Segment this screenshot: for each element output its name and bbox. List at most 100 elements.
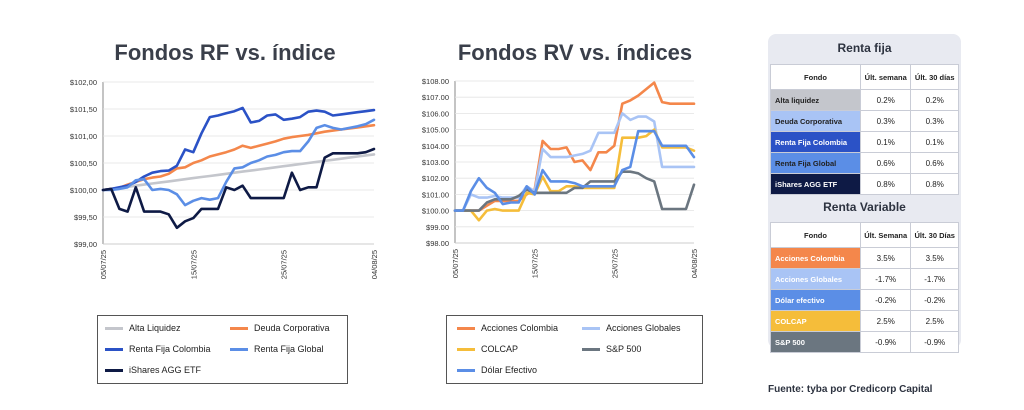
y-tick-label: $108.00 [422, 77, 449, 86]
legend-label: iShares AGG ETF [129, 365, 202, 375]
y-tick-label: $99,50 [74, 213, 97, 222]
month-return-cell: 0.6% [910, 152, 959, 174]
source-footer: Fuente: tyba por Credicorp Capital [768, 384, 933, 395]
chart-title-rf: Fondos RF vs. índice [114, 40, 336, 65]
legend-item: iShares AGG ETF [105, 364, 201, 376]
series-line-ishares-agg-etf [101, 147, 376, 230]
y-tick-label: $98.00 [426, 239, 449, 248]
y-tick-label: $99.00 [426, 223, 449, 232]
fund-name-cell: Deuda Corporativa [770, 110, 861, 132]
y-tick-label: $100.00 [422, 207, 449, 216]
week-return-cell: -0.2% [859, 289, 912, 311]
series-line-s-p-500 [453, 170, 696, 212]
y-tick-label: $101,50 [70, 105, 97, 114]
legend-swatch [230, 347, 248, 351]
y-tick-label: $103.00 [422, 158, 449, 167]
col-header: Fondo [770, 64, 861, 90]
table-row: Acciones Colombia 3.5% 3.5% [770, 247, 959, 269]
y-tick-label: $102.00 [422, 174, 449, 183]
legend-label: Alta Liquidez [129, 323, 181, 333]
month-return-cell: 0.3% [910, 110, 959, 132]
y-tick-label: $100,00 [70, 186, 97, 195]
series-line-d-lar-efectivo [453, 129, 696, 212]
legend-label: S&P 500 [606, 344, 642, 354]
col-header: Últ. Semana [859, 222, 912, 248]
week-return-cell: 0.8% [859, 173, 912, 195]
chart-rv: $98.00 $99.00 $100.00 $101.00 $102.00 $103.00… [422, 77, 699, 278]
table-row: COLCAP 2.5% 2.5% [770, 310, 959, 332]
legend-item: Dólar Efectivo [457, 364, 537, 376]
y-tick-label: $104.00 [422, 142, 449, 151]
legend-label: Acciones Colombia [481, 323, 559, 333]
y-tick-label: $101,00 [70, 132, 97, 141]
y-tick-label: $105.00 [422, 126, 449, 135]
legend-label: Dólar Efectivo [481, 365, 538, 375]
y-tick-label: $102,00 [70, 78, 97, 87]
week-return-cell: 0.1% [859, 131, 912, 153]
legend-swatch [457, 347, 475, 351]
y-tick-label: $106.00 [422, 109, 449, 118]
series-line-renta-fija-colombia [101, 106, 376, 192]
x-tick-label: 15/07/25 [531, 249, 540, 278]
legend-item: Alta Liquidez [105, 322, 181, 334]
legend-item: Acciones Globales [582, 322, 681, 334]
y-tick-label: $107.00 [422, 93, 449, 102]
month-return-cell: -1.7% [910, 268, 959, 290]
table-row: Deuda Corporativa 0.3% 0.3% [770, 110, 959, 132]
x-tick-label: 05/07/25 [451, 249, 460, 278]
fund-name-cell: Acciones Globales [770, 268, 861, 290]
legend-swatch [105, 326, 123, 330]
legend-item: COLCAP [457, 343, 518, 355]
col-header: Últ. 30 Días [910, 222, 959, 248]
month-return-cell: 0.1% [910, 131, 959, 153]
legend-label: Acciones Globales [606, 323, 681, 333]
legend-label: Deuda Corporativa [254, 323, 330, 333]
table-row: S&P 500 -0.9% -0.9% [770, 331, 959, 353]
fund-name-cell: Alta liquidez [770, 89, 861, 111]
fund-name-cell: Dólar efectivo [770, 289, 861, 311]
month-return-cell: -0.9% [910, 331, 959, 353]
week-return-cell: 0.3% [859, 110, 912, 132]
table-row: Alta liquidez 0.2% 0.2% [770, 89, 959, 111]
month-return-cell: -0.2% [910, 289, 959, 311]
table-rf: Fondo Últ. semana Últ. 30 días Alta liqu… [770, 64, 959, 195]
fund-name-cell: S&P 500 [770, 331, 861, 353]
month-return-cell: 0.2% [910, 89, 959, 111]
legend-swatch [457, 368, 475, 372]
legend-item: Acciones Colombia [457, 322, 558, 334]
x-tick-label: 05/07/25 [99, 250, 108, 279]
series-line-alta-liquidez [101, 153, 376, 192]
x-tick-label: 25/07/25 [280, 250, 289, 279]
week-return-cell: 3.5% [859, 247, 912, 269]
legend-item: S&P 500 [582, 343, 641, 355]
series-line-acciones-colombia [453, 81, 696, 212]
y-tick-label: $101.00 [422, 190, 449, 199]
legend-swatch [582, 347, 600, 351]
x-tick-label: 04/08/25 [370, 250, 379, 279]
col-header: Últ. semana [859, 64, 912, 90]
table-row: Dólar efectivo -0.2% -0.2% [770, 289, 959, 311]
legend-label: COLCAP [481, 344, 519, 354]
col-header: Últ. 30 días [910, 64, 959, 90]
table-row: Acciones Globales -1.7% -1.7% [770, 268, 959, 290]
fund-name-cell: Renta Fija Global [770, 152, 861, 174]
legend-swatch [105, 368, 123, 372]
chart-rf: $99,00 $99,50 $100,00 $100,50 $101,00 $101,50… [70, 78, 379, 279]
chart-title-rv: Fondos RV vs. índices [457, 40, 693, 65]
y-tick-label: $100,50 [70, 159, 97, 168]
legend-label: Renta Fija Global [254, 344, 324, 354]
week-return-cell: 2.5% [859, 310, 912, 332]
x-tick-label: 04/08/25 [690, 249, 699, 278]
fund-name-cell: Acciones Colombia [770, 247, 861, 269]
week-return-cell: -0.9% [859, 331, 912, 353]
month-return-cell: 3.5% [910, 247, 959, 269]
legend-swatch [457, 326, 475, 330]
series-line-colcap [453, 128, 696, 222]
legend-label: Renta Fija Colombia [129, 344, 211, 354]
series-line-renta-fija-global [101, 118, 376, 207]
x-tick-label: 25/07/25 [610, 249, 619, 278]
legend-rf: Alta Liquidez Deuda Corporativa Renta Fi… [97, 315, 348, 384]
table-rv: Fondo Últ. Semana Últ. 30 Días Acciones … [770, 222, 959, 353]
table-title-rv: Renta Variable [823, 200, 906, 214]
table-row: Renta Fija Global 0.6% 0.6% [770, 152, 959, 174]
